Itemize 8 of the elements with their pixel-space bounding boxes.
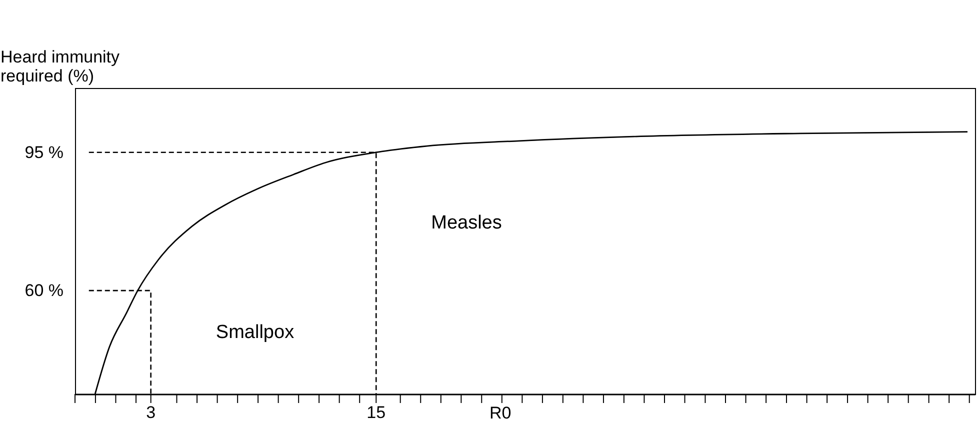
annotation: Smallpox [216, 322, 295, 343]
x-axis-title: R0 [490, 404, 512, 422]
y-tick-label: 95 % [24, 142, 64, 162]
annotation: Measles [431, 212, 502, 234]
x-tick-label: 3 [146, 403, 156, 422]
y-axis-title: Heard immunity required (%) [0, 48, 120, 86]
x-tick-label: 15 [366, 403, 386, 422]
y-tick-label: 60 % [24, 281, 64, 300]
